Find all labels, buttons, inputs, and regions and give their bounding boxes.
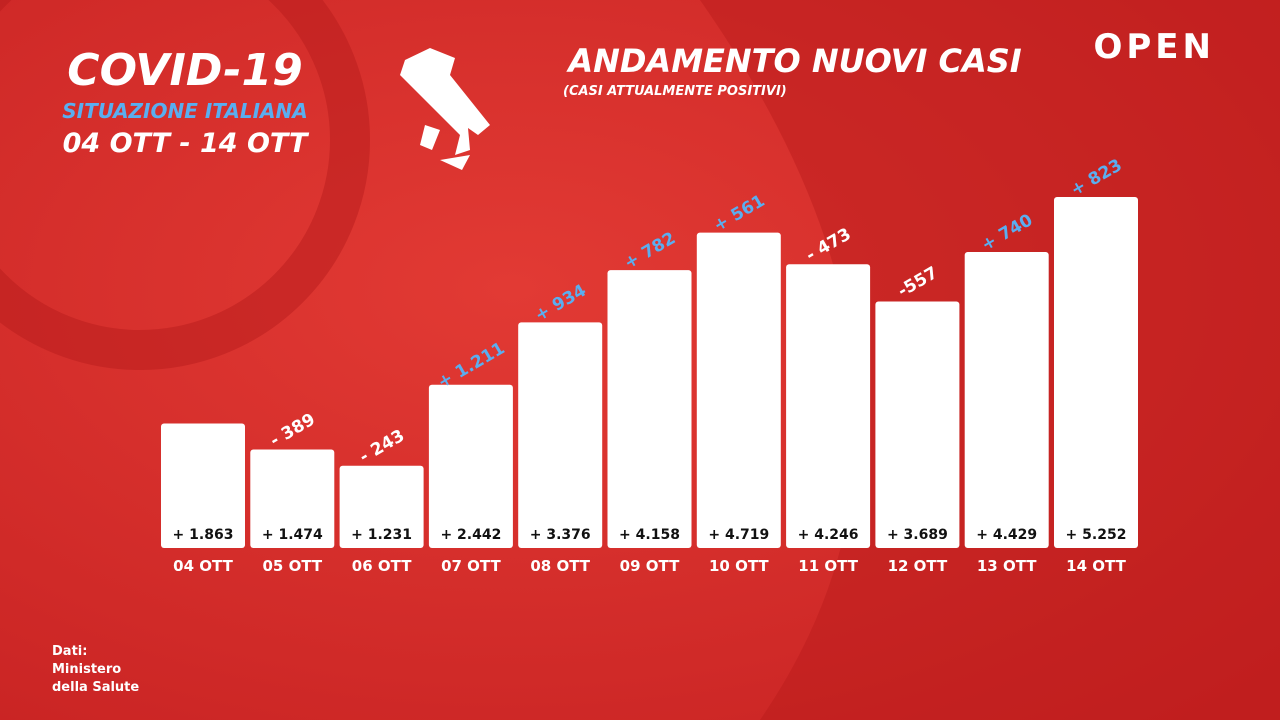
value-label: + 1.863	[173, 527, 234, 543]
value-label: + 4.246	[798, 527, 859, 543]
value-label: + 3.376	[530, 527, 591, 543]
title: COVID-19	[67, 45, 302, 96]
period: 04 OTT - 14 OTT	[63, 128, 310, 159]
x-tick-label: 08 OTT	[530, 557, 590, 575]
decor	[0, 0, 370, 370]
source-line: Ministero	[52, 662, 121, 677]
bar	[250, 449, 335, 548]
value-label: + 3.689	[887, 527, 948, 543]
bar	[875, 301, 960, 548]
bar	[161, 423, 245, 548]
x-tick-label: 13 OTT	[977, 557, 1037, 575]
chart-title: ANDAMENTO NUOVI CASI	[565, 42, 1021, 80]
x-tick-label: 07 OTT	[441, 557, 501, 575]
value-label: + 2.442	[440, 527, 501, 543]
chart-subtitle: (CASI ATTUALMENTE POSITIVI)	[563, 84, 787, 99]
source-line: della Salute	[52, 680, 139, 695]
value-label: + 1.474	[262, 527, 323, 543]
value-label: + 1.231	[351, 527, 412, 543]
x-tick-label: 09 OTT	[620, 557, 680, 575]
x-tick-label: 04 OTT	[173, 557, 233, 575]
value-label: + 4.429	[976, 527, 1037, 543]
x-tick-label: 05 OTT	[262, 557, 322, 575]
bar	[696, 232, 781, 549]
subtitle: SITUAZIONE ITALIANA	[62, 99, 308, 123]
bar	[339, 465, 424, 548]
bar	[964, 252, 1049, 548]
x-tick-label: 12 OTT	[888, 557, 948, 575]
logo: OPEN	[1093, 27, 1215, 67]
bar	[1054, 197, 1138, 548]
x-tick-label: 11 OTT	[798, 557, 858, 575]
source-line: Dati:	[52, 644, 87, 659]
bar	[428, 384, 513, 548]
bar	[518, 322, 603, 548]
x-tick-label: 06 OTT	[352, 557, 412, 575]
x-tick-label: 14 OTT	[1066, 557, 1126, 575]
value-label: + 4.719	[708, 527, 769, 543]
value-label: + 5.252	[1066, 527, 1127, 543]
italy-map	[400, 48, 490, 170]
value-label: + 4.158	[619, 527, 680, 543]
bar	[607, 270, 692, 548]
bar	[786, 264, 871, 548]
x-tick-label: 10 OTT	[709, 557, 769, 575]
